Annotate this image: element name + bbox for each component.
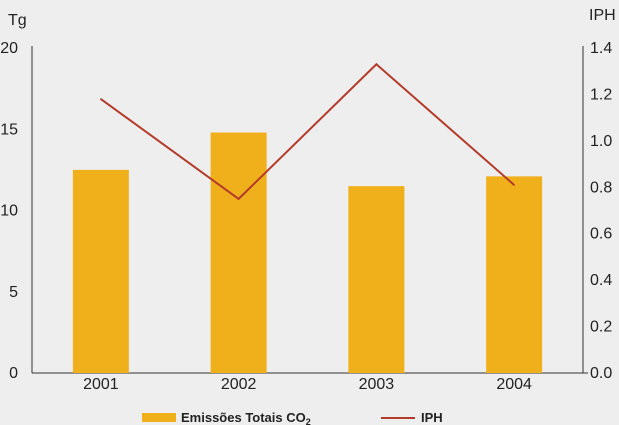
tick-labels: 0 5 10 15 20 0.0 0.2 0.4 0.6 0.8 1.0 1.2 1.4 2001 2002… bbox=[0, 7, 615, 393]
x-tick-label: 2001 bbox=[83, 376, 119, 393]
iph-line bbox=[100, 62, 515, 201]
iph-point-2004 bbox=[513, 184, 515, 186]
bar-2003 bbox=[348, 186, 405, 373]
iph-point-2002 bbox=[237, 198, 240, 200]
y-left-tick-label: 5 bbox=[9, 284, 18, 301]
legend: Emissões Totais CO2 IPH bbox=[142, 410, 443, 425]
y-right-tick-label: 0.8 bbox=[590, 179, 612, 196]
y-right-tick-label: 0.2 bbox=[590, 319, 612, 336]
y-left-unit-label: Tg bbox=[8, 12, 27, 29]
y-left-tick-label: 0 bbox=[9, 365, 18, 382]
legend-subscript: 2 bbox=[306, 417, 311, 425]
y-right-tick-label: 0.6 bbox=[590, 226, 612, 243]
legend-swatch-emissions bbox=[142, 413, 176, 422]
bar-2001 bbox=[72, 169, 129, 373]
y-left-tick-label: 15 bbox=[0, 121, 18, 138]
x-tick-label: 2002 bbox=[221, 376, 257, 393]
x-tick-label: 2003 bbox=[359, 376, 395, 393]
legend-label-iph: IPH bbox=[421, 410, 443, 425]
bar-series bbox=[72, 132, 543, 373]
y-right-tick-label: 1.4 bbox=[590, 40, 612, 57]
x-tick-label: 2004 bbox=[496, 376, 532, 393]
bar-2002 bbox=[210, 132, 267, 373]
line-series bbox=[100, 62, 515, 201]
y-right-tick-label: 0.4 bbox=[590, 272, 612, 289]
y-left-tick-label: 10 bbox=[0, 203, 18, 220]
bar-2004 bbox=[486, 176, 543, 373]
iph-point-2003 bbox=[375, 63, 378, 66]
y-right-tick-label: 1.0 bbox=[590, 133, 612, 150]
y-right-unit-label: IPH bbox=[589, 7, 616, 24]
legend-label-emissions: Emissões Totais CO2 bbox=[181, 410, 311, 425]
iph-point-2001 bbox=[100, 98, 102, 100]
y-right-tick-label: 1.2 bbox=[590, 86, 612, 103]
y-right-tick-label: 0.0 bbox=[590, 365, 612, 382]
y-left-tick-label: 20 bbox=[0, 40, 18, 57]
